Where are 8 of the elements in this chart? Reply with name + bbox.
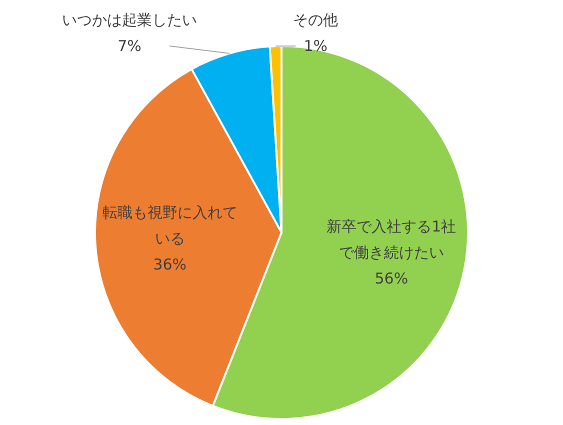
data-label: 1% bbox=[304, 36, 328, 55]
data-label: 56% bbox=[374, 269, 408, 288]
data-label: 7% bbox=[118, 36, 142, 55]
slice-label: いつかは起業したい bbox=[62, 10, 197, 29]
slice-label: 転職も視野に入れている bbox=[102, 203, 238, 248]
slice-label: 新卒で入社する1社で働き続けたい bbox=[326, 217, 456, 262]
data-label: 36% bbox=[153, 255, 186, 274]
slice-label: その他 bbox=[293, 10, 338, 29]
